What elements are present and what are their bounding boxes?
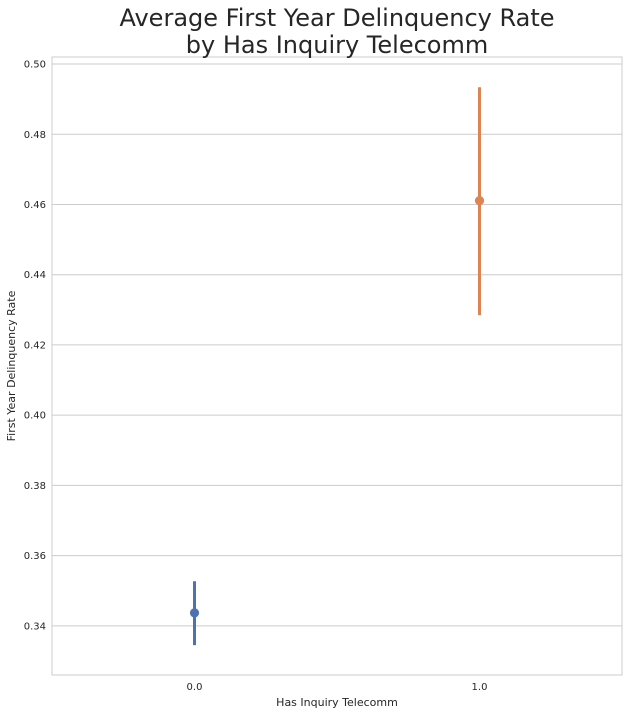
x-tick-labels: 0.0 1.0 — [187, 682, 488, 693]
y-axis-label: First Year Delinquency Rate — [5, 290, 18, 441]
plot-frame — [51, 56, 623, 676]
chart-title-line-1: Average First Year Delinquency Rate — [119, 4, 554, 32]
y-tick-label: 0.38 — [24, 481, 46, 492]
x-tick-label: 0.0 — [187, 682, 203, 693]
x-axis-label: Has Inquiry Telecomm — [276, 696, 398, 709]
y-tick-label: 0.34 — [24, 621, 46, 632]
grid-lines — [52, 63, 622, 627]
x-tick-label: 1.0 — [472, 682, 488, 693]
y-tick-label: 0.48 — [24, 130, 46, 141]
y-tick-label: 0.40 — [24, 411, 46, 422]
chart-title-line-2: by Has Inquiry Telecomm — [186, 31, 488, 59]
y-tick-label: 0.36 — [24, 551, 46, 562]
y-tick-labels: 0.34 0.36 0.38 0.40 0.42 0.44 0.46 0.48 0.50 — [24, 60, 46, 633]
y-tick-label: 0.42 — [24, 340, 46, 351]
point-1.0 — [474, 196, 485, 206]
point-0.0 — [189, 608, 200, 618]
data-marks — [189, 87, 485, 646]
y-tick-label: 0.46 — [24, 200, 46, 211]
y-tick-label: 0.50 — [24, 60, 46, 71]
y-tick-label: 0.44 — [24, 270, 46, 281]
